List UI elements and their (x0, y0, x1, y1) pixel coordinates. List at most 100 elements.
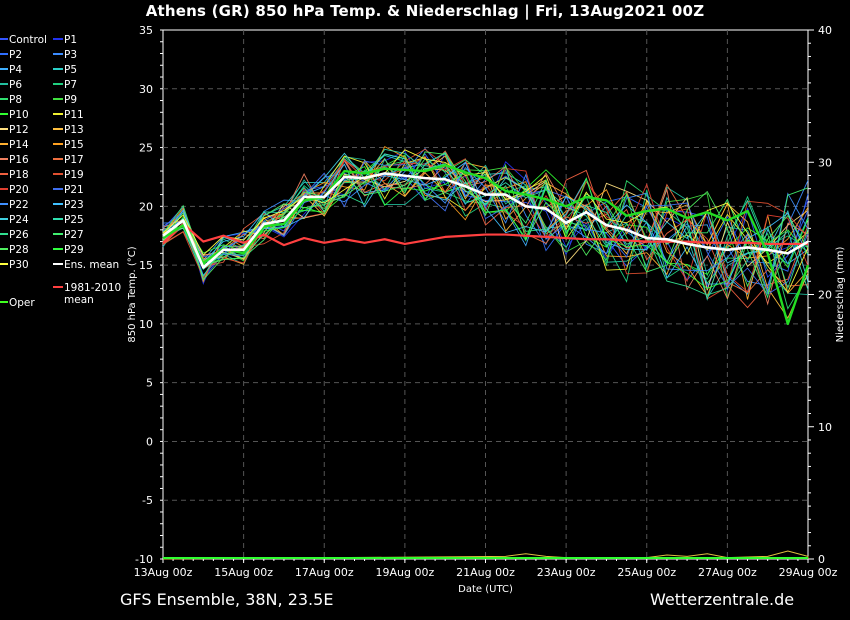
legend: Control P1 P2 P3 P4 P5 P6 P7 P8 P9 P10 P11 P12 P13 P14… (0, 33, 135, 323)
legend-swatch (0, 128, 8, 130)
y-tick-label: 35 (139, 24, 153, 37)
legend-item-p30: P30 (0, 258, 29, 272)
legend-item-p7: P7 (53, 78, 77, 92)
precip-line (162, 550, 809, 560)
footer-model-info: GFS Ensemble, 38N, 23.5E (120, 590, 334, 609)
legend-item-p6: P6 (0, 78, 22, 92)
legend-swatch (0, 188, 8, 190)
legend-item-p27: P27 (53, 228, 84, 242)
legend-swatch (0, 53, 8, 55)
legend-item-p17: P17 (53, 153, 84, 167)
legend-swatch (0, 173, 8, 175)
legend-item-p12: P12 (0, 123, 29, 137)
y2-axis-label: Niederschlag (mm) (835, 247, 846, 343)
legend-label: P11 (64, 109, 84, 121)
member-line (162, 151, 809, 288)
x-tick-label: 27Aug 00z (698, 566, 757, 579)
y-tick-label: 10 (139, 318, 153, 331)
legend-label: P15 (64, 139, 84, 151)
legend-swatch (53, 113, 63, 115)
legend-item-oper: Oper (0, 296, 35, 310)
legend-swatch (53, 203, 63, 205)
legend-item-mean: mean (53, 293, 94, 307)
legend-swatch (53, 173, 63, 175)
legend-label: P8 (9, 94, 23, 106)
member-line (162, 148, 809, 300)
legend-item-p10: P10 (0, 108, 29, 122)
legend-item-p5: P5 (53, 63, 77, 77)
chart-title: Athens (GR) 850 hPa Temp. & Niederschlag… (145, 2, 705, 20)
legend-label: P4 (9, 64, 23, 76)
legend-swatch (0, 248, 8, 250)
legend-item-p2: P2 (0, 48, 22, 62)
legend-item-p14: P14 (0, 138, 29, 152)
legend-label: P29 (64, 244, 84, 256)
legend-item-p16: P16 (0, 153, 29, 167)
legend-item-p15: P15 (53, 138, 84, 152)
legend-swatch (53, 248, 63, 250)
legend-label: P19 (64, 169, 84, 181)
legend-label: P6 (9, 79, 23, 91)
legend-item-1981-2010: 1981-2010 (53, 281, 121, 295)
legend-label: P7 (64, 79, 78, 91)
x-tick-label: 29Aug 00z (779, 566, 838, 579)
legend-swatch (0, 143, 8, 145)
legend-label: mean (64, 293, 94, 306)
x-tick-label: 23Aug 00z (537, 566, 596, 579)
legend-label: P13 (64, 124, 84, 136)
legend-item-control: Control (0, 33, 47, 47)
member-line (162, 158, 809, 299)
legend-label: P1 (64, 34, 78, 46)
x-tick-label: 17Aug 00z (295, 566, 354, 579)
legend-label: 1981-2010 (64, 281, 122, 294)
y2-tick-label: 10 (818, 421, 832, 434)
legend-swatch (53, 218, 63, 220)
x-axis-label: Date (UTC) (458, 584, 513, 595)
legend-label: Oper (9, 296, 35, 309)
x-tick-label: 13Aug 00z (134, 566, 193, 579)
legend-item-p20: P20 (0, 183, 29, 197)
legend-label: P18 (9, 169, 29, 181)
legend-label: P28 (9, 244, 29, 256)
legend-label: P16 (9, 154, 29, 166)
legend-label: P25 (64, 214, 84, 226)
legend-label: P24 (9, 214, 29, 226)
legend-label: Ens. mean (64, 259, 120, 271)
legend-label: P22 (9, 199, 29, 211)
legend-item-p24: P24 (0, 213, 29, 227)
legend-swatch (0, 113, 8, 115)
climate-mean-line (162, 222, 808, 247)
y-tick-label: 25 (139, 142, 153, 155)
legend-label: P2 (9, 49, 23, 61)
legend-item-p26: P26 (0, 228, 29, 242)
legend-swatch (53, 38, 63, 40)
y2-tick-label: 30 (818, 156, 832, 169)
x-tick-label: 15Aug 00z (214, 566, 273, 579)
legend-item-p18: P18 (0, 168, 29, 182)
legend-item-p4: P4 (0, 63, 22, 77)
legend-label: P5 (64, 64, 78, 76)
oper-line (162, 163, 810, 326)
member-line (162, 151, 809, 296)
y-tick-label: 20 (139, 200, 153, 213)
y-tick-label: 0 (146, 435, 153, 448)
legend-item-ens-mean: Ens. mean (53, 258, 119, 272)
legend-swatch (0, 83, 8, 85)
legend-item-p8: P8 (0, 93, 22, 107)
y-tick-label: 30 (139, 83, 153, 96)
legend-swatch (53, 128, 63, 130)
legend-item-p1: P1 (53, 33, 77, 47)
legend-label: P17 (64, 154, 84, 166)
footer-site-name: Wetterzentrale.de (650, 590, 795, 609)
legend-swatch (53, 143, 63, 145)
member-line (162, 165, 809, 289)
legend-label: P21 (64, 184, 84, 196)
legend-swatch (53, 263, 63, 265)
x-tick-label: 19Aug 00z (376, 566, 435, 579)
legend-label: P9 (64, 94, 78, 106)
legend-item-p29: P29 (53, 243, 84, 257)
legend-item-p23: P23 (53, 198, 84, 212)
legend-item-p19: P19 (53, 168, 84, 182)
legend-label: P10 (9, 109, 29, 121)
y2-tick-label: 40 (818, 24, 832, 37)
